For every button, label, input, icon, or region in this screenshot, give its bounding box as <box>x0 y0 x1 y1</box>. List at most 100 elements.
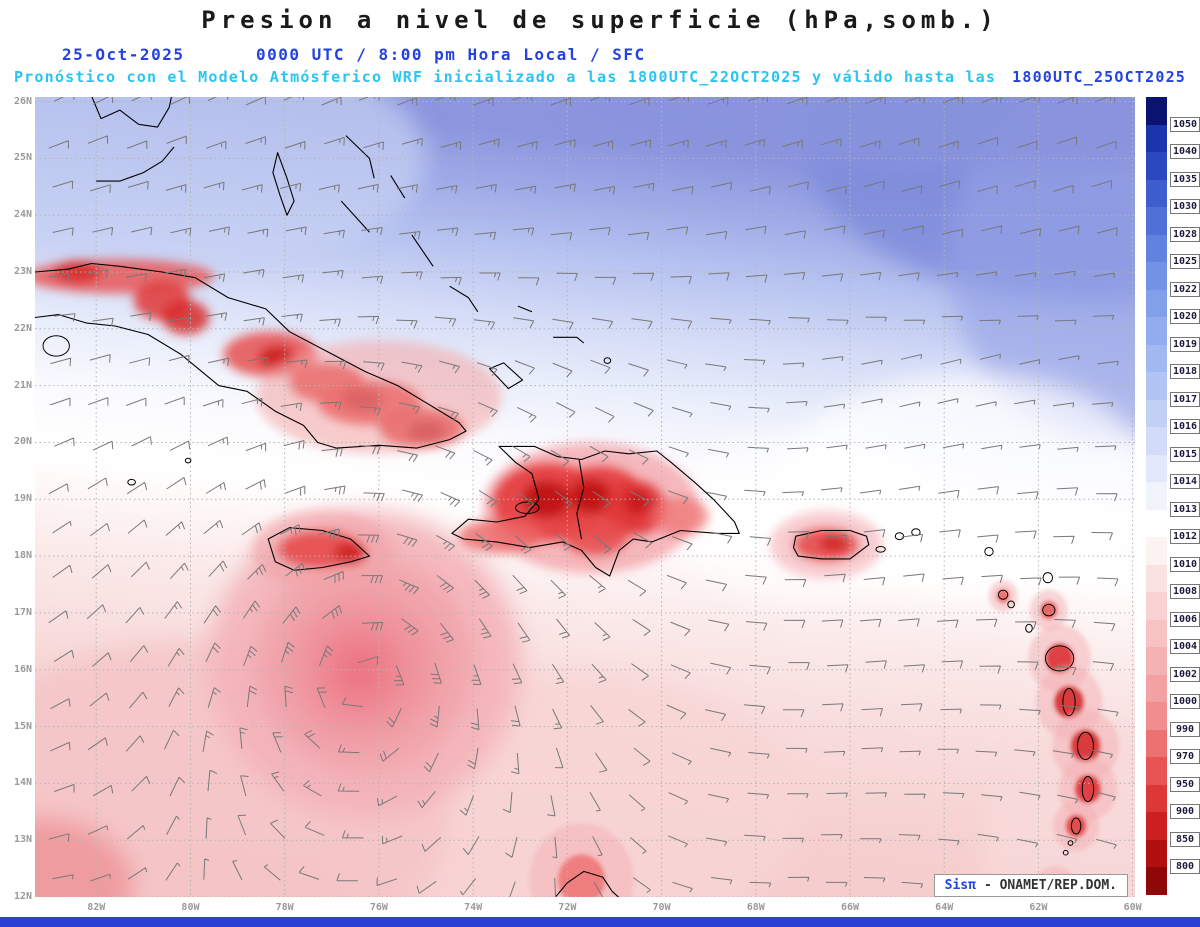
colorbar-label: 1035 <box>1170 171 1200 187</box>
forecast-time: 0000 UTC / 8:00 pm Hora Local / SFC <box>256 45 646 64</box>
bottom-bar <box>0 917 1200 927</box>
colorbar-label: 1022 <box>1170 281 1200 297</box>
lat-tick-label: 21N <box>13 379 32 391</box>
colorbar-cell <box>1146 619 1167 648</box>
colorbar-cell <box>1146 729 1167 758</box>
pressure-map <box>35 97 1135 897</box>
lat-tick-label: 13N <box>13 834 32 846</box>
colorbar-cell <box>1146 97 1167 125</box>
colorbar-label: 1000 <box>1170 694 1200 710</box>
colorbar-cell <box>1146 674 1167 703</box>
colorbar-cell <box>1146 152 1167 180</box>
colorbar-label: 1013 <box>1170 501 1200 517</box>
attribution-text: - ONAMET/REP.DOM. <box>983 878 1117 893</box>
lon-tick-label: 76W <box>369 902 388 913</box>
lon-tick-label: 62W <box>1029 902 1048 913</box>
colorbar-label: 1010 <box>1170 556 1200 572</box>
colorbar-label: 970 <box>1170 749 1200 765</box>
colorbar-cell <box>1146 262 1167 290</box>
lat-tick-label: 16N <box>13 663 32 675</box>
colorbar-cell <box>1146 784 1167 813</box>
lat-tick-label: 18N <box>13 550 32 562</box>
lat-tick-label: 20N <box>13 436 32 448</box>
forecast-line: Pronóstico con el Modelo Atmósferico WRF… <box>0 68 1200 86</box>
colorbar-cell <box>1146 207 1167 235</box>
lat-tick-label: 24N <box>13 209 32 221</box>
colorbar-cell <box>1146 702 1167 730</box>
colorbar-label: 1019 <box>1170 336 1200 352</box>
lon-tick-label: 60W <box>1123 902 1142 913</box>
forecast-model-text: Pronóstico con el Modelo Atmósferico WRF… <box>13 68 997 86</box>
forecast-date: 25-Oct-2025 <box>62 45 185 64</box>
lat-tick-label: 23N <box>13 266 32 277</box>
colorbar-cell <box>1146 482 1167 510</box>
colorbar-label: 950 <box>1170 776 1200 792</box>
colorbar-cell <box>1146 592 1167 620</box>
lon-tick-label: 74W <box>464 902 483 913</box>
colorbar-cell <box>1146 757 1167 785</box>
lon-tick-label: 68W <box>746 902 765 913</box>
colorbar-cell <box>1146 454 1167 483</box>
colorbar-cell <box>1146 564 1167 593</box>
small-islands <box>42 335 1095 897</box>
colorbar-cell <box>1146 372 1167 400</box>
lat-tick-label: 17N <box>13 606 32 618</box>
colorbar-cell <box>1146 317 1167 345</box>
colorbar-cell <box>1146 839 1167 868</box>
colorbar-cell <box>1146 289 1167 318</box>
colorbar-label: 1050 <box>1170 116 1200 132</box>
colorbar-cell <box>1146 509 1167 538</box>
colorbar-cell <box>1146 399 1167 428</box>
colorbar-label: 1008 <box>1170 584 1200 600</box>
colorbar-cell <box>1146 344 1167 373</box>
lon-tick-label: 80W <box>181 902 200 913</box>
colorbar-label: 1018 <box>1170 364 1200 380</box>
colorbar-label: 1014 <box>1170 474 1200 490</box>
colorbar-label: 900 <box>1170 804 1200 820</box>
colorbar-cell <box>1146 179 1167 208</box>
colorbar-cell <box>1146 647 1167 675</box>
colorbar-label: 1002 <box>1170 666 1200 682</box>
lon-tick-label: 82W <box>87 902 106 913</box>
colorbar-label: 1040 <box>1170 144 1200 160</box>
colorbar-label: 1025 <box>1170 254 1200 270</box>
pressure-shading-terrain <box>35 259 883 591</box>
colorbar-label: 1004 <box>1170 639 1200 655</box>
forecast-valid-time: 1800UTC_25OCT2025 <box>1012 68 1187 86</box>
colorbar-label: 800 <box>1170 859 1200 875</box>
map-area: Sisπ - ONAMET/REP.DOM. <box>35 97 1135 897</box>
colorbar-label: 1017 <box>1170 391 1200 407</box>
colorbar-label: 1015 <box>1170 446 1200 462</box>
lon-tick-label: 64W <box>935 902 954 913</box>
lon-tick-label: 72W <box>558 902 577 913</box>
lat-tick-label: 15N <box>13 720 32 732</box>
colorbar-cell <box>1146 124 1167 153</box>
pressure-colorbar: 1050 1040 1035 1030 1028 1025 1022 1020 1019 1018… <box>1146 97 1200 895</box>
lat-tick-label: 22N <box>13 322 32 334</box>
coastlines <box>35 97 870 897</box>
attribution-box: Sisπ - ONAMET/REP.DOM. <box>933 874 1128 897</box>
colorbar-label: 1030 <box>1170 199 1200 215</box>
lat-tick-label: 19N <box>13 493 32 505</box>
colorbar-label: 1016 <box>1170 419 1200 435</box>
colorbar-label: 1006 <box>1170 611 1200 627</box>
colorbar-cell <box>1146 234 1167 263</box>
lon-tick-label: 70W <box>652 902 671 913</box>
wind-barbs <box>48 97 1119 897</box>
colorbar-label: 850 <box>1170 831 1200 847</box>
graticule-grid <box>35 97 1135 897</box>
lat-tick-label: 25N <box>13 152 32 164</box>
colorbar-label: 1028 <box>1170 226 1200 242</box>
pressure-shading-islands <box>529 580 1119 897</box>
page-title: Presion a nivel de superficie (hPa,somb.… <box>201 6 999 34</box>
lat-tick-label: 26N <box>13 95 32 107</box>
lat-tick-label: 14N <box>13 777 32 789</box>
colorbar-label: 990 <box>1170 721 1200 737</box>
lon-tick-label: 66W <box>840 902 860 913</box>
colorbar-cell <box>1146 812 1167 840</box>
colorbar-cell <box>1146 427 1167 455</box>
lon-tick-label: 78W <box>275 902 294 913</box>
lat-tick-label: 12N <box>13 891 32 902</box>
colorbar-label: 1020 <box>1170 309 1200 325</box>
